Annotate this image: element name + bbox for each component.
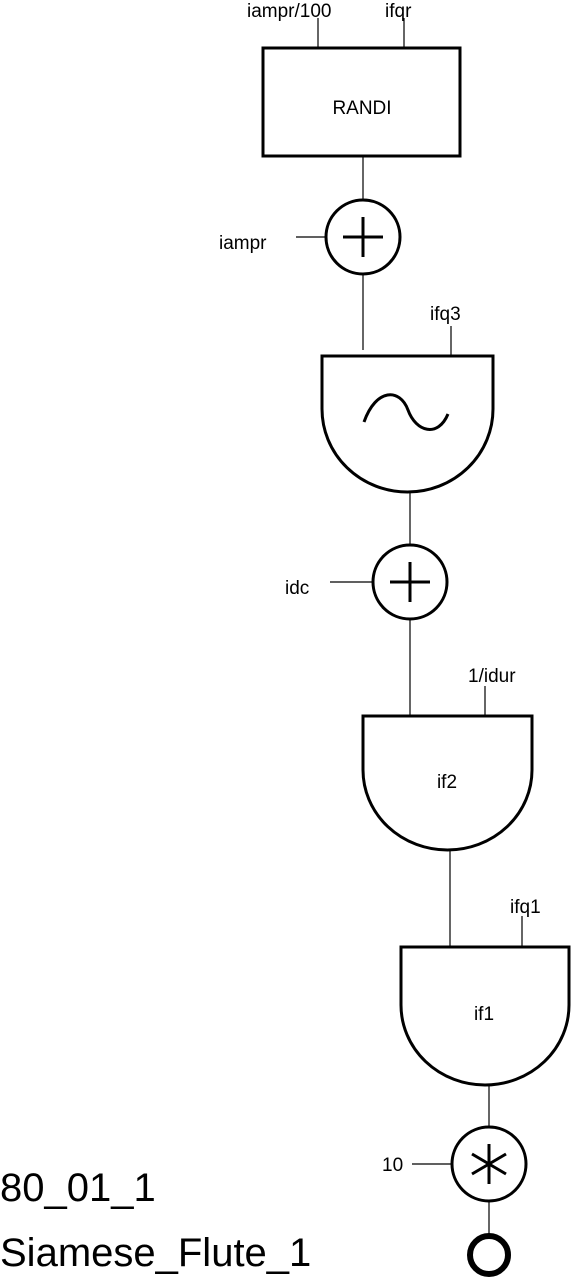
osc2-freq-label: 1/idur (468, 666, 516, 687)
randi-freq-label: ifqr (385, 1, 412, 22)
osc-freq-label: ifq3 (430, 304, 461, 325)
oscillator-shape (320, 354, 495, 494)
adder1-input-label: iampr (219, 233, 267, 254)
adder2-input-label: idc (285, 578, 309, 599)
mult-input-label: 10 (382, 1155, 403, 1176)
diagram-id: 80_01_1 (0, 1166, 156, 1210)
randi-label: RANDI (332, 98, 391, 119)
output-node (467, 1233, 511, 1277)
osc2-table-label: if2 (437, 772, 457, 793)
randi-box (261, 46, 462, 158)
osc3-table-label: if1 (474, 1004, 494, 1025)
asterisk-icon (471, 1144, 507, 1184)
oscillator3-shape (399, 945, 571, 1087)
diagram-name: Siamese_Flute_1 (0, 1231, 311, 1275)
randi-amp-label: iampr/100 (247, 1, 332, 22)
sine-wave-icon (362, 393, 450, 431)
osc3-freq-label: ifq1 (510, 897, 541, 918)
oscillator2-shape (361, 714, 534, 852)
